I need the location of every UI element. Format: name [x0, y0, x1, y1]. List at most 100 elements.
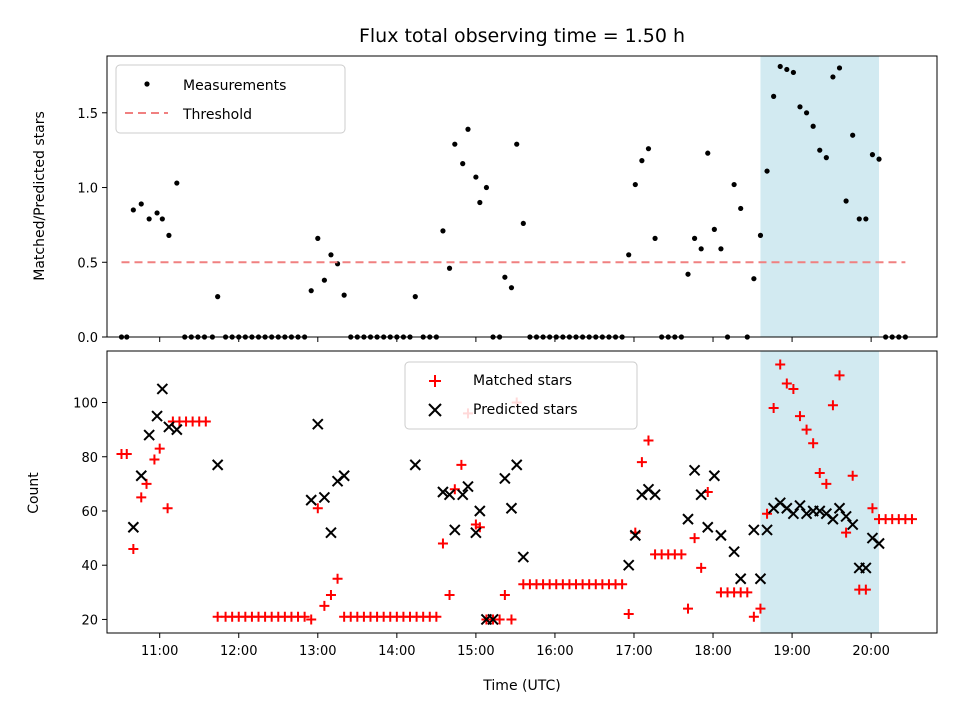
- measurements-point: [843, 198, 849, 204]
- predicted-stars-point: [682, 513, 694, 525]
- predicted-stars-point: [873, 537, 885, 550]
- chart-title: Flux total observing time = 1.50 h: [359, 25, 685, 47]
- bottom-x-tick-label: 19:00: [773, 644, 810, 659]
- matched-stars-point: [808, 438, 819, 449]
- predicted-stars-point: [860, 562, 872, 574]
- matched-stars-point: [781, 378, 792, 389]
- top-y-tick-label: 0.0: [77, 331, 98, 346]
- bottom-y-tick-label: 100: [73, 397, 98, 412]
- predicted-stars-point: [487, 613, 499, 626]
- bottom-x-tick-label: 20:00: [852, 644, 889, 659]
- predicted-stars-point: [715, 529, 727, 542]
- predicted-stars-legend-marker: [428, 403, 442, 417]
- bottom-y-axis-label: Count: [26, 472, 42, 514]
- measurements-point: [711, 226, 717, 232]
- bottom-x-tick-label: 14:00: [378, 644, 415, 659]
- measurements-point: [876, 156, 882, 162]
- matched-stars-point: [841, 527, 852, 538]
- predicted-stars-point: [708, 470, 721, 482]
- matched-stars-point: [696, 562, 707, 573]
- matched-stars-point: [162, 503, 173, 514]
- measurements-point: [315, 235, 321, 241]
- measurements-point: [803, 110, 810, 116]
- measurements-point: [817, 147, 823, 153]
- bottom-legend-box: [404, 361, 638, 430]
- measurements-point: [645, 146, 652, 152]
- matched-stars-point: [788, 383, 799, 394]
- bottom-x-tick-label: 18:00: [694, 644, 731, 659]
- measurements-point: [308, 288, 314, 294]
- measurements-point: [869, 152, 876, 158]
- measurements-point: [698, 246, 704, 252]
- measurements-point: [764, 168, 770, 174]
- predicted-stars-point: [443, 489, 456, 501]
- predicted-stars-point: [409, 459, 421, 471]
- matched-stars-point: [617, 579, 628, 590]
- measurements-point: [626, 252, 632, 258]
- measurements-point: [446, 265, 453, 271]
- matched-stars-point: [306, 614, 317, 625]
- predicted-stars-point: [499, 472, 511, 485]
- matched-stars-point: [128, 543, 139, 554]
- bottom-shaded-region: [760, 351, 880, 633]
- predicted-stars-point: [151, 410, 163, 422]
- measurements-point: [452, 141, 458, 147]
- bottom-plot-frame: [106, 350, 938, 634]
- measurements-point: [784, 66, 790, 73]
- matched-stars-point: [444, 590, 455, 601]
- matched-stars-point: [149, 454, 160, 465]
- measurements-point: [321, 277, 327, 283]
- matched-stars-point: [821, 478, 832, 489]
- measurements-point: [705, 150, 711, 156]
- matched-stars-point: [742, 587, 753, 598]
- predicted-stars-point: [470, 526, 482, 539]
- matched-stars-point: [748, 611, 759, 622]
- measurements-legend-label: Measurements: [183, 78, 286, 94]
- predicted-stars-series: [127, 383, 885, 626]
- matched-stars-point: [801, 424, 812, 435]
- matched-stars-point: [755, 603, 766, 614]
- measurements-point: [460, 161, 466, 167]
- matched-stars-point: [325, 590, 336, 601]
- predicted-stars-point: [305, 494, 317, 506]
- matched-stars-point: [768, 402, 779, 413]
- measurements-point: [146, 216, 152, 222]
- matched-stars-point: [319, 600, 330, 611]
- predicted-stars-point: [171, 423, 183, 436]
- bottom-y-tick-label: 80: [81, 451, 98, 466]
- measurements-point: [830, 74, 836, 80]
- measurements-point: [440, 228, 446, 234]
- bottom-legend: Matched stars Predicted stars: [404, 361, 638, 430]
- predicted-stars-point: [163, 421, 175, 433]
- predicted-stars-point: [846, 518, 859, 531]
- matched-stars-legend-marker: [429, 375, 441, 387]
- matched-stars-point: [431, 611, 442, 622]
- bottom-x-tick-label: 13:00: [299, 644, 336, 659]
- measurements-point: [632, 181, 638, 188]
- matched-stars-point: [762, 508, 773, 519]
- top-shaded-region: [760, 56, 880, 337]
- measurements-point: [159, 216, 165, 222]
- predicted-stars-point: [794, 499, 806, 512]
- matched-stars-point: [689, 533, 700, 544]
- predicted-stars-point: [827, 513, 839, 525]
- measurements-point: [483, 184, 490, 191]
- predicted-stars-point: [156, 383, 169, 395]
- bottom-y-tick-label: 40: [81, 559, 98, 574]
- top-y-tick-label: 1.5: [77, 107, 98, 122]
- measurements-point: [166, 232, 172, 238]
- predicted-stars-point: [629, 529, 642, 542]
- matched-stars-point: [154, 443, 165, 454]
- measurements-point: [823, 155, 829, 161]
- bottom-x-tick-label: 17:00: [615, 644, 652, 659]
- measurements-point: [863, 216, 869, 222]
- top-legend-box: [115, 64, 346, 134]
- matched-stars-point: [200, 416, 211, 427]
- measurements-point: [412, 294, 418, 300]
- matched-stars-point: [636, 457, 647, 468]
- bottom-panel: 20 40 60 80 100 11:00 12:00 13:00 14:00 15:00 16:0…: [26, 350, 938, 694]
- predicted-stars-point: [462, 480, 474, 493]
- predicted-stars-point: [649, 489, 661, 501]
- predicted-stars-point: [840, 510, 852, 523]
- bottom-y-tick-label: 20: [81, 613, 98, 628]
